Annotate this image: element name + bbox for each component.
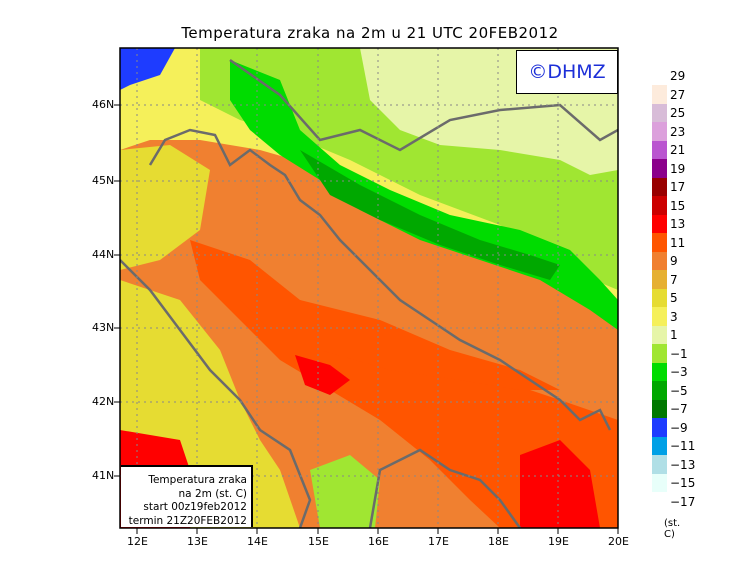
legend-label: −9 [670, 420, 688, 435]
field-minus9 [120, 48, 175, 90]
legend-swatch [652, 270, 667, 289]
legend-label: 17 [670, 180, 686, 194]
field-minus1-1-south [310, 455, 380, 528]
legend-label: 21 [670, 143, 686, 157]
field-11-13-sea [240, 300, 560, 390]
info-line: start 00z19feb2012 [143, 501, 247, 513]
legend-label: −13 [670, 457, 696, 472]
legend-label: 27 [670, 87, 686, 102]
legend-label: 19 [670, 161, 686, 176]
legend-label: 23 [670, 124, 686, 139]
y-tick-label: 43N [92, 321, 115, 334]
legend-label: 15 [670, 198, 686, 213]
x-tick-label: 15E [308, 535, 329, 548]
coastline [120, 58, 618, 528]
legend-swatch [652, 344, 667, 363]
legend-label: −11 [670, 439, 696, 453]
legend-swatch [652, 85, 667, 104]
legend-label: 25 [670, 106, 686, 120]
legend-swatch [652, 214, 667, 233]
y-tick-label: 41N [92, 469, 115, 482]
y-tick-label: 45N [92, 174, 115, 187]
info-line: Temperatura zraka [148, 474, 247, 486]
y-tick-label: 42N [92, 395, 115, 408]
legend-label: −7 [670, 402, 688, 416]
info-box: Temperatura zraka na 2m (st. C) start 00… [121, 465, 253, 527]
field-13-15-south [520, 440, 600, 528]
legend-label: 3 [670, 309, 678, 324]
legend-unit: (st. C) [664, 518, 681, 540]
legend-swatch [652, 251, 667, 270]
legend-label: 7 [670, 272, 678, 287]
legend-swatch [652, 381, 667, 400]
legend-swatch [652, 455, 667, 474]
graticule [120, 48, 618, 528]
legend-swatch [652, 140, 667, 159]
field-5-7 [120, 145, 210, 270]
dhmz-logo: ©DHMZ [516, 50, 618, 94]
x-tick-label: 12E [127, 535, 148, 548]
legend-label: −1 [670, 346, 688, 361]
x-tick-label: 17E [428, 535, 449, 548]
legend-label: 5 [670, 291, 678, 305]
legend-swatch [652, 288, 667, 307]
legend-swatch [652, 473, 667, 492]
y-tick-label: 46N [92, 98, 115, 111]
legend-swatch [652, 325, 667, 344]
x-tick-label: 20E [608, 535, 629, 548]
legend-swatch [652, 103, 667, 122]
legend-swatch [652, 122, 667, 141]
field-minus5 [300, 150, 560, 280]
legend-label: 9 [670, 254, 678, 268]
info-line: na 2m (st. C) [178, 487, 247, 500]
legend-label: −17 [670, 494, 696, 509]
x-tick-label: 18E [488, 535, 509, 548]
legend-label: 1 [670, 328, 678, 342]
legend-swatch [652, 436, 667, 455]
legend-swatch [652, 159, 667, 178]
legend-label: 13 [670, 217, 686, 231]
legend-label: 11 [670, 235, 686, 250]
x-tick-label: 19E [548, 535, 569, 548]
field-13-15 [295, 355, 350, 395]
legend-label: −15 [670, 476, 696, 490]
legend-label: 29 [670, 69, 686, 83]
map-frame [119, 47, 619, 529]
x-tick-label: 14E [247, 535, 268, 548]
legend-swatch [652, 307, 667, 326]
x-tick-label: 13E [187, 535, 208, 548]
legend-swatch [652, 362, 667, 381]
legend-swatch [652, 233, 667, 252]
legend-swatch [652, 177, 667, 196]
info-line: termin 21Z20FEB2012 [128, 514, 247, 527]
legend-swatch [652, 196, 667, 215]
y-tick-label: 44N [92, 248, 115, 261]
map-title: Temperatura zraka na 2m u 21 UTC 20FEB20… [181, 24, 559, 42]
legend-swatch [652, 418, 667, 437]
x-tick-label: 16E [368, 535, 389, 548]
legend-label: −5 [670, 383, 688, 398]
legend-label: −3 [670, 365, 688, 379]
legend-swatch [652, 399, 667, 418]
